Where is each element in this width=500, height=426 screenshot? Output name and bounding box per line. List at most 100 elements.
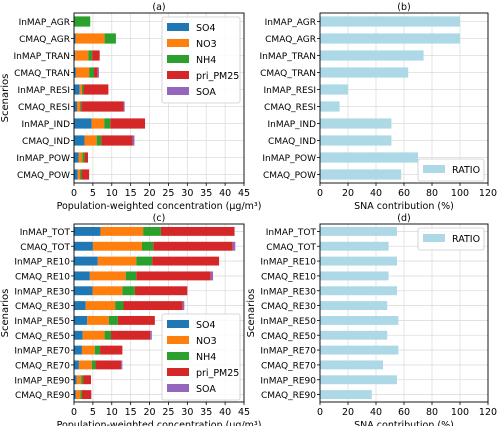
bar-pri-pm25-cmaq-tot — [153, 241, 233, 251]
bar-nh4-inmap-ind — [104, 118, 111, 129]
x-tick-label: 120 — [479, 188, 497, 199]
bar-nh4-cmaq-resi — [80, 101, 82, 112]
y-tick-label: CMAQ_RE30 — [15, 302, 70, 312]
legend-swatch-soa — [167, 87, 189, 95]
y-tick-label: CMAQ_RE70 — [261, 361, 316, 371]
bar-so4-inmap-ind — [74, 118, 92, 129]
bar-nh4-cmaq-re10 — [125, 271, 137, 281]
y-tick-label: InMAP_TRAN — [14, 52, 70, 62]
bar-so4-cmaq-pow — [74, 169, 78, 180]
bar-ratio-inmap-ind — [320, 118, 392, 129]
x-tick-label: 40 — [370, 407, 382, 418]
bar-nh4-cmaq-tot — [142, 241, 154, 251]
legend-swatch-nh4 — [167, 352, 189, 360]
legend-swatch-pri-pm25 — [167, 368, 189, 376]
y-tick-label: CMAQ_RE70 — [15, 361, 70, 371]
y-tick-label: CMAQ_TOT — [266, 243, 316, 253]
y-tick-label: CMAQ_POW — [17, 171, 70, 181]
y-tick-label: InMAP_RE70 — [260, 347, 316, 357]
x-axis-label: SNA contribution (%) — [354, 201, 454, 212]
bar-nh4-cmaq-ind — [96, 135, 102, 146]
bar-ratio-cmaq-re50 — [320, 330, 388, 340]
bar-so4-inmap-tot — [74, 226, 101, 236]
y-tick-label: CMAQ_IND — [268, 137, 316, 147]
bar-no3-cmaq-re10 — [89, 271, 126, 281]
legend-swatch-so4 — [167, 320, 189, 328]
bar-no3-inmap-pow — [78, 152, 83, 163]
panel-label: (b) — [397, 2, 410, 13]
legend-swatch-nh4 — [167, 55, 189, 63]
legend-label-so4: SO4 — [196, 320, 216, 331]
bar-pri-pm25-inmap-pow — [84, 152, 88, 163]
bar-nh4-cmaq-re70 — [91, 360, 96, 370]
bar-ratio-inmap-re50 — [320, 315, 399, 325]
x-tick-label: 100 — [451, 188, 469, 199]
y-tick-label: CMAQ_RE50 — [261, 332, 316, 342]
y-tick-label: CMAQ_RE10 — [261, 272, 316, 282]
bar-no3-inmap-re70 — [81, 345, 95, 355]
bar-ratio-inmap-agr — [320, 16, 460, 27]
x-tick-label: 20 — [144, 407, 156, 418]
bar-ratio-cmaq-tran — [320, 67, 409, 78]
x-tick-label: 10 — [106, 188, 118, 199]
bar-ratio-inmap-re30 — [320, 286, 397, 296]
bar-pri-pm25-cmaq-re30 — [123, 301, 183, 311]
bar-nh4-inmap-re10 — [136, 256, 153, 266]
bar-so4-inmap-resi — [74, 84, 80, 95]
bar-no3-cmaq-re70 — [78, 360, 92, 370]
bar-pri-pm25-inmap-resi — [83, 84, 109, 95]
bar-ratio-inmap-re10 — [320, 256, 397, 266]
bar-so4-cmaq-re10 — [74, 271, 90, 281]
bar-so4-cmaq-tot — [74, 241, 93, 251]
y-tick-label: InMAP_AGR — [265, 18, 316, 28]
x-tick-label: 15 — [125, 407, 137, 418]
legend-label-pri-pm25: pri_PM25 — [196, 368, 239, 379]
bar-ratio-cmaq-re10 — [320, 271, 389, 281]
bar-ratio-inmap-re70 — [320, 345, 399, 355]
x-tick-label: 5 — [90, 188, 96, 199]
bar-no3-cmaq-agr — [75, 33, 105, 44]
y-tick-label: InMAP_RE30 — [14, 287, 70, 297]
bar-so4-cmaq-re70 — [74, 360, 79, 370]
x-tick-label: 120 — [479, 407, 497, 418]
bar-no3-inmap-re90 — [76, 375, 82, 385]
x-tick-label: 35 — [200, 188, 212, 199]
bar-no3-inmap-re30 — [92, 286, 123, 296]
y-tick-label: InMAP_RESI — [263, 86, 316, 96]
bar-nh4-cmaq-tran — [89, 67, 95, 78]
panel-label: (c) — [153, 213, 166, 224]
bar-soa-cmaq-ind — [132, 135, 135, 146]
plot-frame — [73, 12, 245, 184]
x-tick-label: 60 — [398, 188, 410, 199]
panel--c-: InMAP_TOT CMAQ_TOT InMAP_RE10 CMAQ_RE10 InMA… — [0, 213, 261, 426]
x-tick-label: 20 — [144, 188, 156, 199]
y-tick-label: InMAP_RE50 — [260, 317, 316, 327]
bar-no3-inmap-resi — [79, 84, 82, 95]
bar-pri-pm25-cmaq-ind — [101, 135, 133, 146]
bar-ratio-cmaq-resi — [320, 101, 340, 112]
y-tick-label: CMAQ_RE30 — [261, 302, 316, 312]
bar-no3-inmap-tran — [75, 50, 89, 61]
y-tick-label: CMAQ_AGR — [265, 35, 316, 45]
bar-nh4-cmaq-pow — [80, 169, 82, 180]
x-tick-label: 5 — [90, 407, 96, 418]
legend-box — [161, 313, 241, 401]
bar-pri-pm25-cmaq-re50 — [111, 330, 151, 340]
y-tick-label: InMAP_RE10 — [14, 258, 70, 268]
x-tick-label: 0 — [317, 407, 323, 418]
x-tick-label: 60 — [398, 407, 410, 418]
bar-pri-pm25-cmaq-re10 — [136, 271, 211, 281]
bar-ratio-cmaq-pow — [320, 169, 402, 180]
bar-no3-cmaq-resi — [77, 101, 81, 112]
legend-swatch-no3 — [167, 336, 189, 344]
y-tick-label: InMAP_IND — [267, 120, 316, 130]
bar-pri-pm25-inmap-tot — [160, 226, 235, 236]
legend-label-soa: SOA — [196, 384, 216, 395]
bar-so4-cmaq-ind — [74, 135, 85, 146]
y-axis-label: Scenarios — [0, 74, 11, 123]
bar-soa-cmaq-re10 — [210, 271, 214, 281]
bar-no3-inmap-re50 — [87, 315, 109, 325]
x-axis-label: Population-weighted concentration (μg/m³… — [57, 420, 262, 426]
y-tick-label: CMAQ_AGR — [19, 35, 70, 45]
legend-swatch-ratio — [423, 165, 445, 173]
